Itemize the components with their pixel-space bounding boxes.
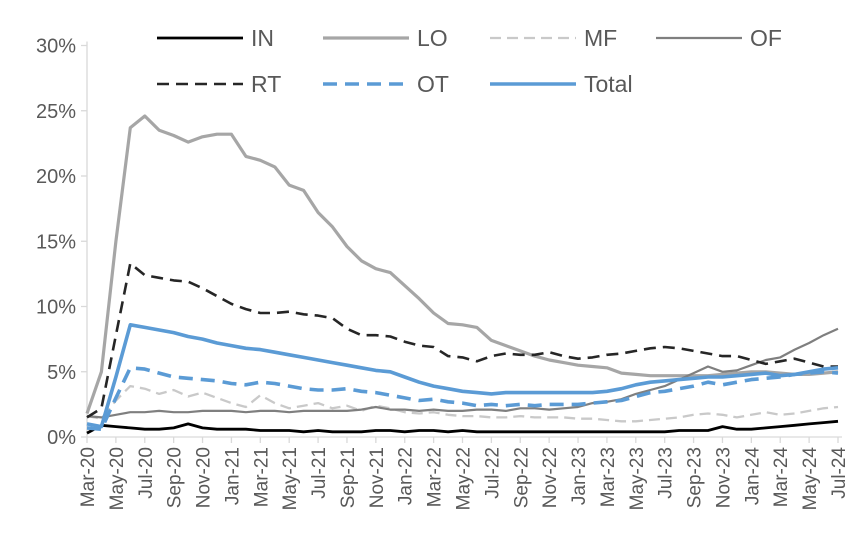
series-line-in [86,419,839,435]
x-tick-label: Nov-21 [367,447,388,508]
y-tick-label: 25% [36,101,76,123]
y-tick-label: 15% [36,231,76,253]
x-tick-label: Mar-24 [771,447,792,508]
x-tick-label: Jan-23 [569,447,590,505]
x-tick-label: May-24 [800,447,821,511]
legend-label-ot: OT [417,71,449,97]
x-tick-label: Nov-20 [194,447,215,508]
series-line-rt [86,262,838,419]
legend-label-of: OF [750,25,782,51]
x-tick-label: May-20 [107,447,128,510]
legend-label-total: Total [584,71,633,97]
x-tick-label: Jan-24 [742,447,763,506]
x-tick-label: Jul-20 [136,447,157,499]
legend-label-rt: RT [251,71,281,97]
x-tick-label: Jul-23 [656,447,677,499]
x-tick-label: Mar-21 [251,447,272,507]
x-tick-label: Mar-23 [598,447,619,507]
series-line-total [86,322,839,429]
x-tick-label: May-22 [454,447,475,510]
x-tick-label: Nov-23 [713,447,734,508]
x-tick-label: Sep-20 [165,447,186,508]
legend-item-rt: RT [157,71,281,97]
x-tick-label: Jul-24 [829,447,850,499]
y-tick-label: 20% [36,166,76,188]
legend-item-mf: MF [490,25,617,51]
y-tick-label: 10% [36,297,76,319]
x-tick-label: Jul-21 [309,447,330,499]
legend-item-of: OF [656,25,782,51]
y-tick-label: 5% [47,362,76,384]
legend-label-in: IN [251,25,274,51]
x-tick-label: Mar-20 [78,447,99,507]
x-tick-label: May-21 [280,447,301,510]
x-tick-label: Sep-21 [338,447,359,508]
legend-item-lo: LO [323,25,448,51]
legend-item-ot: OT [323,71,449,97]
x-tick-label: Jan-21 [222,447,243,505]
series-line-lo [85,114,839,415]
x-tick-label: Mar-22 [425,447,446,507]
legend: IN LO MF OF RT OT Total [157,25,782,97]
x-tick-label: Sep-22 [511,447,532,508]
x-tick-label: Sep-23 [685,447,706,508]
legend-label-mf: MF [584,25,617,51]
y-tick-label: 30% [36,36,76,58]
x-tick-label: Jan-22 [396,447,417,505]
legend-item-in: IN [157,25,274,51]
axes: 0% 5% 10% 15% 20% 25% 30% Mar-20 May-20 Jul-20 Sep… [36,36,850,511]
x-tick-label: Nov-22 [540,447,561,508]
series-line-mf [86,384,839,423]
x-tick-label: May-23 [627,447,648,510]
legend-label-lo: LO [417,25,448,51]
series-line-ot [86,365,839,432]
x-tick-label: Jul-22 [482,447,503,499]
series-line-of [86,327,839,419]
y-tick-label: 0% [47,427,76,449]
legend-item-total: Total [490,71,633,97]
